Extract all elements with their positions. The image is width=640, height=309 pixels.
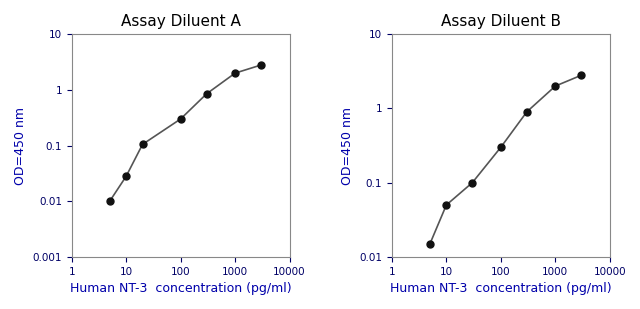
Title: Assay Diluent B: Assay Diluent B <box>441 14 561 29</box>
Y-axis label: OD=450 nm: OD=450 nm <box>14 107 27 184</box>
X-axis label: Human NT-3  concentration (pg/ml): Human NT-3 concentration (pg/ml) <box>70 282 291 295</box>
Y-axis label: OD=450 nm: OD=450 nm <box>340 107 354 184</box>
X-axis label: Human NT-3  concentration (pg/ml): Human NT-3 concentration (pg/ml) <box>390 282 612 295</box>
Title: Assay Diluent A: Assay Diluent A <box>121 14 241 29</box>
